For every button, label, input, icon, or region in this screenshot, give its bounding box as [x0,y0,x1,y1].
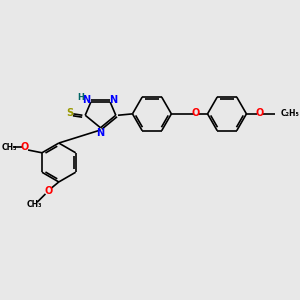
Text: N: N [96,128,105,138]
Text: O: O [255,108,264,118]
Text: O: O [20,142,28,152]
Text: CH₃: CH₃ [27,200,42,209]
Text: N: N [110,95,118,105]
Text: N: N [82,95,91,105]
Text: C₂H₅: C₂H₅ [280,110,299,118]
Text: O: O [44,186,52,196]
Text: O: O [192,108,200,118]
Text: CH₃: CH₃ [2,143,17,152]
Text: H: H [78,93,85,102]
Text: S: S [66,108,73,118]
